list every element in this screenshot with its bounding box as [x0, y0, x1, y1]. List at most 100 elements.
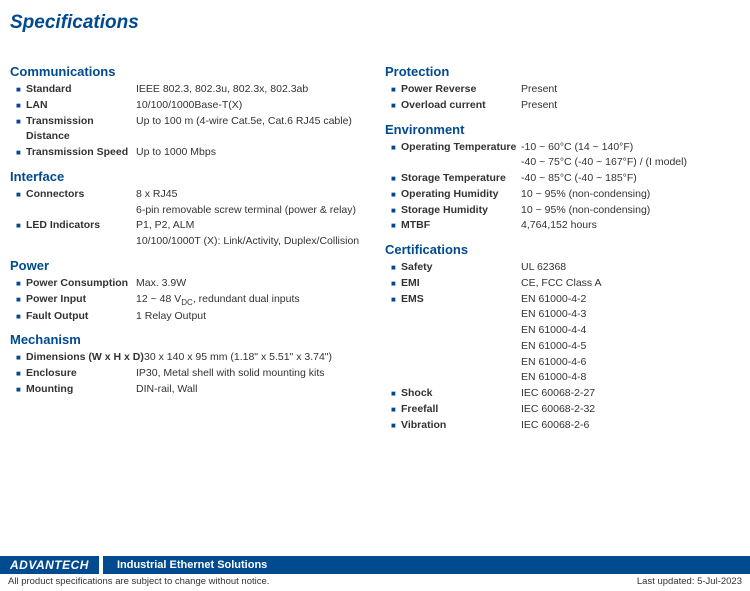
spec-value: 30 x 140 x 95 mm (1.18" x 5.51" x 3.74"): [144, 350, 365, 366]
spec-row: ■Transmission DistanceUp to 100 m (4-wir…: [10, 114, 365, 146]
bullet-icon: ■: [391, 203, 401, 218]
spec-row: ■MTBF4,764,152 hours: [385, 218, 740, 234]
spec-row: ■Operating Humidity10 ~ 95% (non-condens…: [385, 187, 740, 203]
spec-label: Storage Temperature: [401, 171, 521, 187]
footer-bottom: All product specifications are subject t…: [0, 574, 750, 587]
spec-row: ■StandardIEEE 802.3, 802.3u, 802.3x, 802…: [10, 82, 365, 98]
spec-label: Overload current: [401, 98, 521, 114]
spec-value: IEC 60068-2-27: [521, 386, 740, 402]
bullet-icon: ■: [391, 171, 401, 186]
section-heading: Protection: [385, 64, 740, 79]
footer: ADVANTECH Industrial Ethernet Solutions …: [0, 556, 750, 591]
spec-row: ■MountingDIN-rail, Wall: [10, 382, 365, 398]
spec-row: ■Operating Temperature-10 ~ 60°C (14 ~ 1…: [385, 140, 740, 172]
spec-label: Mounting: [26, 382, 136, 398]
spec-row: ■Storage Humidity10 ~ 95% (non-condensin…: [385, 203, 740, 219]
spec-value: P1, P2, ALM10/100/1000T (X): Link/Activi…: [136, 218, 365, 250]
bullet-icon: ■: [16, 350, 26, 365]
spec-row: ■Transmission SpeedUp to 1000 Mbps: [10, 145, 365, 161]
spec-label: Connectors: [26, 187, 136, 203]
spec-row: ■LED IndicatorsP1, P2, ALM10/100/1000T (…: [10, 218, 365, 250]
bullet-icon: ■: [391, 260, 401, 275]
spec-row: ■LAN10/100/1000Base-T(X): [10, 98, 365, 114]
spec-row: ■EnclosureIP30, Metal shell with solid m…: [10, 366, 365, 382]
spec-value: UL 62368: [521, 260, 740, 276]
section-heading: Interface: [10, 169, 365, 184]
bullet-icon: ■: [391, 187, 401, 202]
spec-label: MTBF: [401, 218, 521, 234]
left-column: Communications■StandardIEEE 802.3, 802.3…: [10, 56, 365, 433]
spec-label: Operating Temperature: [401, 140, 521, 156]
spec-row: ■Power ConsumptionMax. 3.9W: [10, 276, 365, 292]
spec-row: ■VibrationIEC 60068-2-6: [385, 418, 740, 434]
bullet-icon: ■: [391, 418, 401, 433]
spec-label: Transmission Speed: [26, 145, 136, 161]
bullet-icon: ■: [16, 187, 26, 202]
bullet-icon: ■: [391, 218, 401, 233]
spec-value: IEC 60068-2-32: [521, 402, 740, 418]
section-heading: Environment: [385, 122, 740, 137]
bullet-icon: ■: [391, 140, 401, 155]
right-column: Protection■Power ReversePresent■Overload…: [385, 56, 740, 433]
page-title: Specifications: [0, 0, 750, 34]
bullet-icon: ■: [16, 309, 26, 324]
spec-value: EN 61000-4-2EN 61000-4-3EN 61000-4-4EN 6…: [521, 292, 740, 387]
spec-value: 10 ~ 95% (non-condensing): [521, 187, 740, 203]
spec-value: 10/100/1000Base-T(X): [136, 98, 365, 114]
spec-value: -40 ~ 85°C (-40 ~ 185°F): [521, 171, 740, 187]
spec-value: DIN-rail, Wall: [136, 382, 365, 398]
spec-value: 4,764,152 hours: [521, 218, 740, 234]
spec-label: Dimensions (W x H x D): [26, 350, 144, 366]
spec-content: Communications■StandardIEEE 802.3, 802.3…: [0, 44, 750, 433]
spec-label: Fault Output: [26, 309, 136, 325]
bullet-icon: ■: [391, 276, 401, 291]
spec-value: IEC 60068-2-6: [521, 418, 740, 434]
spec-label: Standard: [26, 82, 136, 98]
spec-label: EMI: [401, 276, 521, 292]
bullet-icon: ■: [391, 82, 401, 97]
spec-value: -10 ~ 60°C (14 ~ 140°F)-40 ~ 75°C (-40 ~…: [521, 140, 740, 172]
bullet-icon: ■: [16, 276, 26, 291]
spec-row: ■Power ReversePresent: [385, 82, 740, 98]
spec-value: 1 Relay Output: [136, 309, 365, 325]
section-heading: Mechanism: [10, 332, 365, 347]
bullet-icon: ■: [391, 386, 401, 401]
spec-value: IEEE 802.3, 802.3u, 802.3x, 802.3ab: [136, 82, 365, 98]
bullet-icon: ■: [16, 382, 26, 397]
spec-value: Present: [521, 98, 740, 114]
bullet-icon: ■: [16, 114, 26, 129]
bullet-icon: ■: [16, 218, 26, 233]
spec-row: ■FreefallIEC 60068-2-32: [385, 402, 740, 418]
section-heading: Certifications: [385, 242, 740, 257]
spec-value: IP30, Metal shell with solid mounting ki…: [136, 366, 365, 382]
spec-value: CE, FCC Class A: [521, 276, 740, 292]
bullet-icon: ■: [16, 292, 26, 307]
spec-label: Operating Humidity: [401, 187, 521, 203]
spec-label: Safety: [401, 260, 521, 276]
bullet-icon: ■: [391, 98, 401, 113]
spec-label: LAN: [26, 98, 136, 114]
spec-value: 10 ~ 95% (non-condensing): [521, 203, 740, 219]
spec-row: ■Power Input12 ~ 48 VDC, redundant dual …: [10, 292, 365, 309]
section-heading: Power: [10, 258, 365, 273]
spec-row: ■Overload currentPresent: [385, 98, 740, 114]
spec-label: LED Indicators: [26, 218, 136, 234]
spec-row: ■Dimensions (W x H x D)30 x 140 x 95 mm …: [10, 350, 365, 366]
spec-row: ■Connectors8 x RJ456-pin removable screw…: [10, 187, 365, 219]
spec-label: EMS: [401, 292, 521, 308]
spec-value: 8 x RJ456-pin removable screw terminal (…: [136, 187, 365, 219]
bullet-icon: ■: [391, 402, 401, 417]
spec-row: ■EMICE, FCC Class A: [385, 276, 740, 292]
spec-value: Up to 100 m (4-wire Cat.5e, Cat.6 RJ45 c…: [136, 114, 365, 130]
spec-row: ■EMSEN 61000-4-2EN 61000-4-3EN 61000-4-4…: [385, 292, 740, 387]
spec-label: Power Input: [26, 292, 136, 308]
spec-value: 12 ~ 48 VDC, redundant dual inputs: [136, 292, 365, 309]
section-heading: Communications: [10, 64, 365, 79]
spec-label: Power Reverse: [401, 82, 521, 98]
bullet-icon: ■: [16, 98, 26, 113]
spec-row: ■Fault Output1 Relay Output: [10, 309, 365, 325]
bullet-icon: ■: [391, 292, 401, 307]
spec-row: ■Storage Temperature-40 ~ 85°C (-40 ~ 18…: [385, 171, 740, 187]
spec-label: Storage Humidity: [401, 203, 521, 219]
spec-label: Transmission Distance: [26, 114, 136, 146]
